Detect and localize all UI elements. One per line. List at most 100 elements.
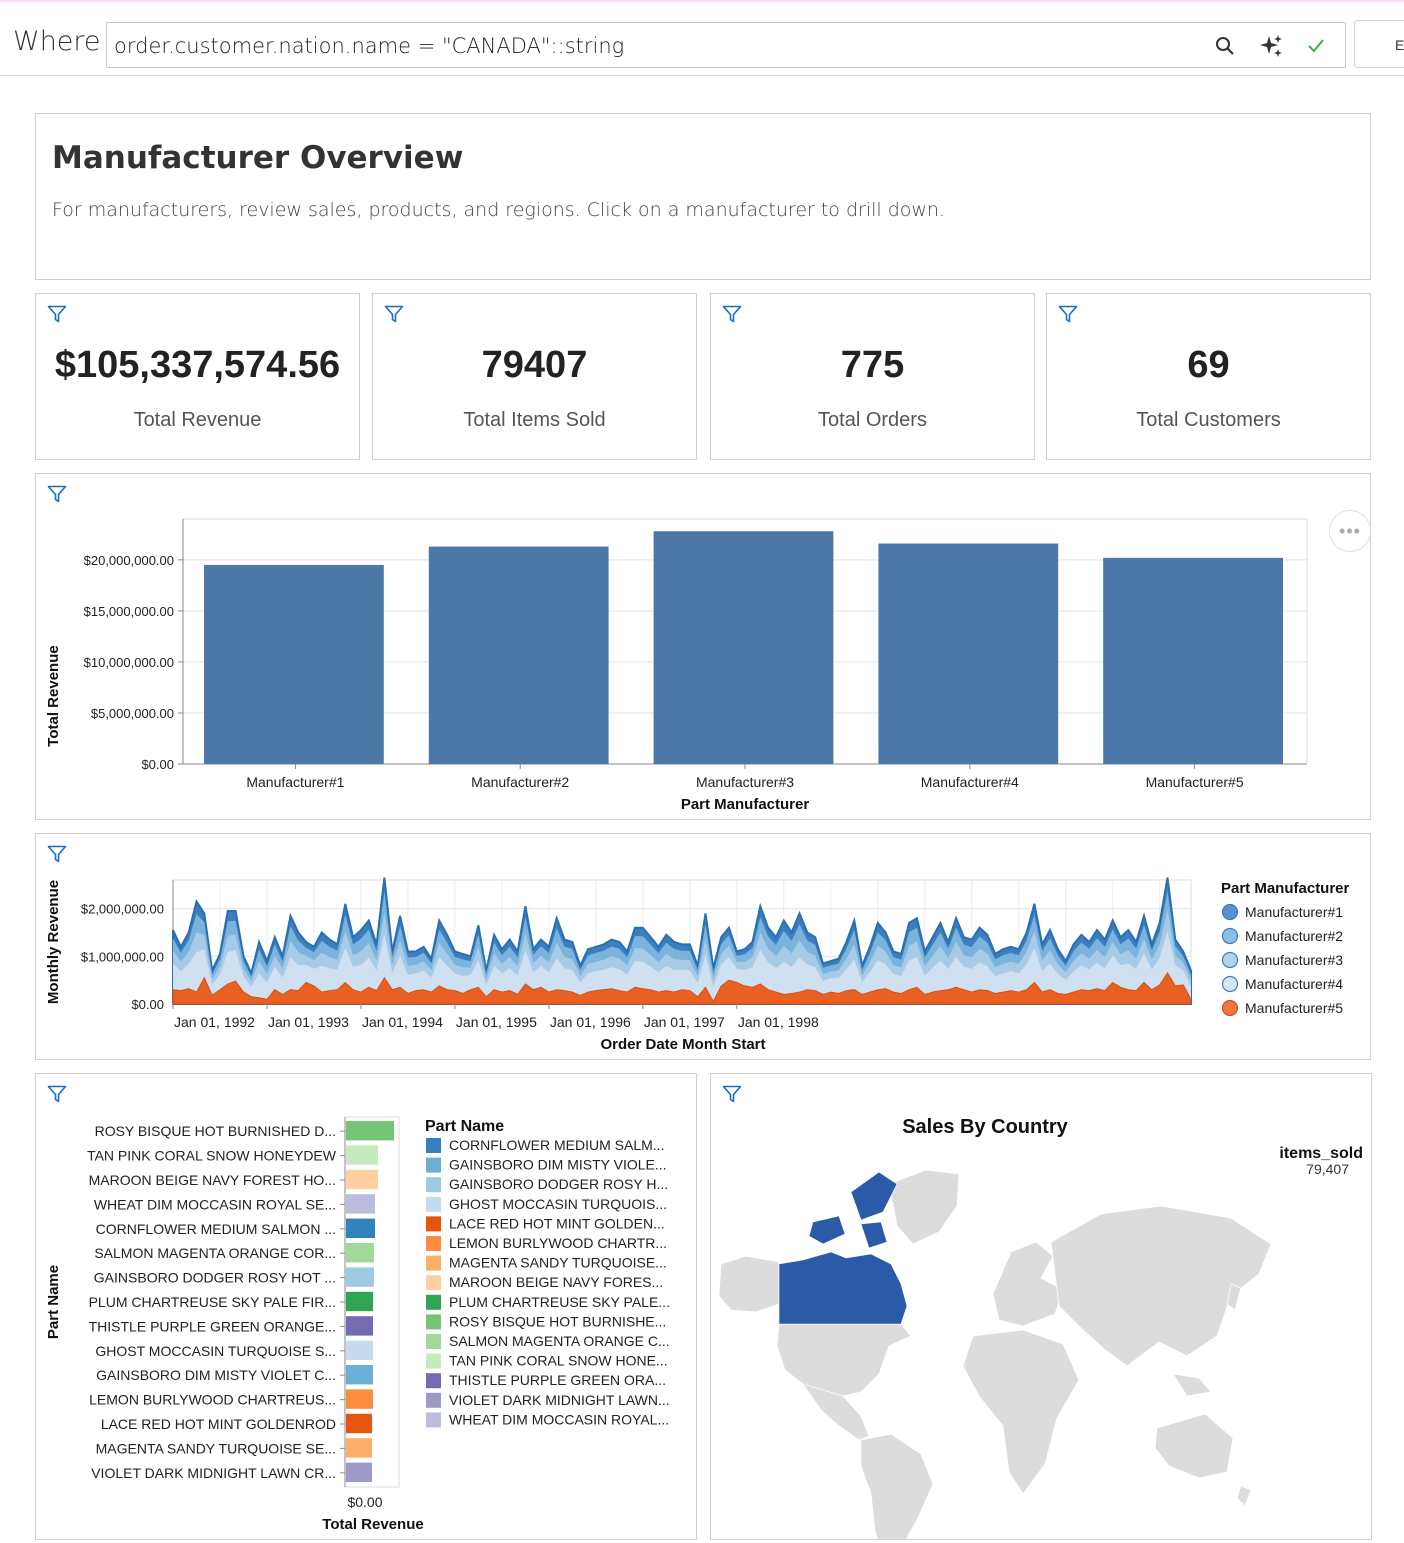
x-tick-label: Manufacturer#1 (246, 774, 344, 790)
filter-icon[interactable] (722, 1085, 742, 1103)
area-legend-title: Part Manufacturer (1221, 880, 1350, 897)
page-description: For manufacturers, review sales, product… (52, 199, 946, 221)
filter-icon[interactable] (384, 305, 404, 323)
kpi-card-total-orders: 775 Total Orders (710, 293, 1035, 460)
bar (653, 531, 834, 764)
bar (346, 1340, 373, 1360)
bar (346, 1243, 374, 1263)
title-panel: Manufacturer Overview For manufacturers,… (35, 113, 1371, 280)
area-y-axis-title: Monthly Revenue (45, 880, 62, 1004)
legend-swatch (1221, 903, 1239, 921)
query-bar: Where order.customer.nation.name = "CANA… (0, 0, 1404, 76)
legend-swatch (426, 1177, 441, 1193)
filter-icon[interactable] (47, 305, 67, 323)
y-tick-label: GAINSBORO DODGER ROSY HOT ... (94, 1270, 336, 1286)
x-tick-label: Manufacturer#3 (696, 774, 794, 790)
filter-icon[interactable] (47, 1085, 67, 1103)
legend-swatch (426, 1216, 441, 1232)
legend-label: Manufacturer#4 (1245, 976, 1343, 992)
bar (204, 564, 384, 764)
bar-x-axis-title: Part Manufacturer (681, 796, 810, 813)
kpi-label: Total Revenue (133, 409, 262, 431)
legend-label: WHEAT DIM MOCCASIN ROYAL... (449, 1411, 669, 1427)
y-tick-label: $0.00 (131, 997, 164, 1012)
legend-swatch (426, 1412, 441, 1428)
y-tick-label: PLUM CHARTREUSE SKY PALE FIR... (89, 1294, 336, 1310)
y-tick-label: $15,000,000.00 (84, 604, 174, 619)
side-button[interactable]: E (1354, 20, 1404, 68)
kpi-label: Total Orders (818, 409, 927, 431)
bar (428, 546, 609, 764)
hbar-x-tick: $0.00 (347, 1494, 382, 1510)
bar (346, 1316, 373, 1336)
x-tick-label: Jan 01, 1992 (174, 1014, 255, 1030)
legend-label: GAINSBORO DIM MISTY VIOLE... (449, 1157, 667, 1173)
kpi-value: 79407 (481, 344, 588, 386)
query-input[interactable]: order.customer.nation.name = "CANADA"::s… (106, 22, 1346, 68)
query-text[interactable]: order.customer.nation.name = "CANADA"::s… (114, 34, 625, 58)
legend-label: MAGENTA SANDY TURQUOISE... (449, 1255, 667, 1271)
legend-label: MAROON BEIGE NAVY FORES... (449, 1274, 663, 1290)
legend-swatch (426, 1196, 441, 1212)
y-tick-label: ROSY BISQUE HOT BURNISHED D... (95, 1123, 336, 1139)
bar (346, 1291, 373, 1312)
filter-icon[interactable] (1058, 305, 1078, 323)
legend-swatch (1221, 999, 1239, 1017)
legend-label: TAN PINK CORAL SNOW HONE... (449, 1353, 668, 1369)
y-tick-label: TAN PINK CORAL SNOW HONEYDEW (87, 1148, 337, 1164)
apply-check-icon[interactable] (1303, 33, 1329, 59)
y-tick-label: VIOLET DARK MIDNIGHT LAWN CR... (91, 1465, 336, 1481)
y-tick-label: MAGENTA SANDY TURQUOISE SE... (96, 1440, 336, 1456)
legend-label: GHOST MOCCASIN TURQUOIS... (449, 1196, 667, 1212)
y-tick-label: LACE RED HOT MINT GOLDENROD (101, 1416, 336, 1432)
canada-highlight (778, 1171, 908, 1325)
bar (346, 1267, 374, 1287)
y-tick-label: WHEAT DIM MOCCASIN ROYAL SE... (94, 1196, 336, 1212)
y-tick-label: $5,000,000.00 (91, 706, 174, 721)
bar (346, 1462, 372, 1482)
area-series-5 (172, 972, 1192, 1005)
world-map: Sales By Country items_sold 79,407 (718, 1116, 1363, 1539)
y-tick-label: $20,000,000.00 (84, 553, 174, 568)
filter-icon[interactable] (47, 845, 67, 863)
x-tick-label: Manufacturer#4 (921, 774, 1019, 790)
bar (346, 1389, 373, 1409)
sales-by-country-panel: Sales By Country items_sold 79,407 (710, 1073, 1372, 1540)
area-series-4 (173, 931, 1191, 1004)
legend-label: GAINSBORO DODGER ROSY H... (449, 1176, 668, 1192)
manufacturer-revenue-panel: ••• $0.00 $5,000,000.00 $10,000,000.00 $15,… (35, 473, 1371, 820)
page-title: Manufacturer Overview (52, 140, 464, 176)
legend-swatch (426, 1294, 441, 1310)
filter-icon[interactable] (47, 485, 67, 503)
hbar-y-axis-title: Part Name (45, 1265, 62, 1339)
legend-swatch (426, 1157, 441, 1173)
legend-swatch (426, 1138, 441, 1153)
y-tick-label: GAINSBORO DIM MISTY VIOLET C... (96, 1367, 336, 1383)
x-tick-label: Jan 01, 1998 (738, 1014, 819, 1030)
bar (1103, 557, 1283, 764)
legend-swatch (426, 1275, 441, 1291)
manufacturer-revenue-chart: $0.00 $5,000,000.00 $10,000,000.00 $15,000,… (45, 518, 1308, 813)
x-tick-label: Jan 01, 1997 (644, 1014, 725, 1030)
monthly-revenue-panel: $0.00 $1,000,000.00 $2,000,000.00 Jan 01, … (35, 833, 1371, 1060)
bar (878, 543, 1059, 764)
x-tick-label: Jan 01, 1993 (268, 1014, 349, 1030)
y-tick-label: $1,000,000.00 (81, 949, 164, 964)
filter-icon[interactable] (722, 305, 742, 323)
legend-swatch (426, 1236, 441, 1251)
sparkle-ai-icon[interactable] (1258, 33, 1284, 59)
legend-swatch (1221, 975, 1239, 993)
where-label: Where (13, 26, 101, 57)
y-tick-label: THISTLE PURPLE GREEN ORANGE... (89, 1318, 336, 1334)
legend-label: PLUM CHARTREUSE SKY PALE... (449, 1294, 670, 1310)
more-options-button[interactable]: ••• (1329, 510, 1371, 552)
legend-swatch (426, 1373, 441, 1389)
x-tick-label: Jan 01, 1995 (456, 1014, 537, 1030)
search-icon[interactable] (1212, 33, 1238, 59)
map-legend-value: 79,407 (1306, 1161, 1349, 1177)
legend-swatch (426, 1255, 441, 1271)
part-revenue-panel: ROSY BISQUE HOT BURNISHED D... TAN PINK C… (35, 1073, 697, 1540)
legend-label: Manufacturer#3 (1245, 952, 1343, 968)
legend-swatch (426, 1392, 441, 1408)
x-tick-label: Jan 01, 1994 (362, 1014, 443, 1030)
